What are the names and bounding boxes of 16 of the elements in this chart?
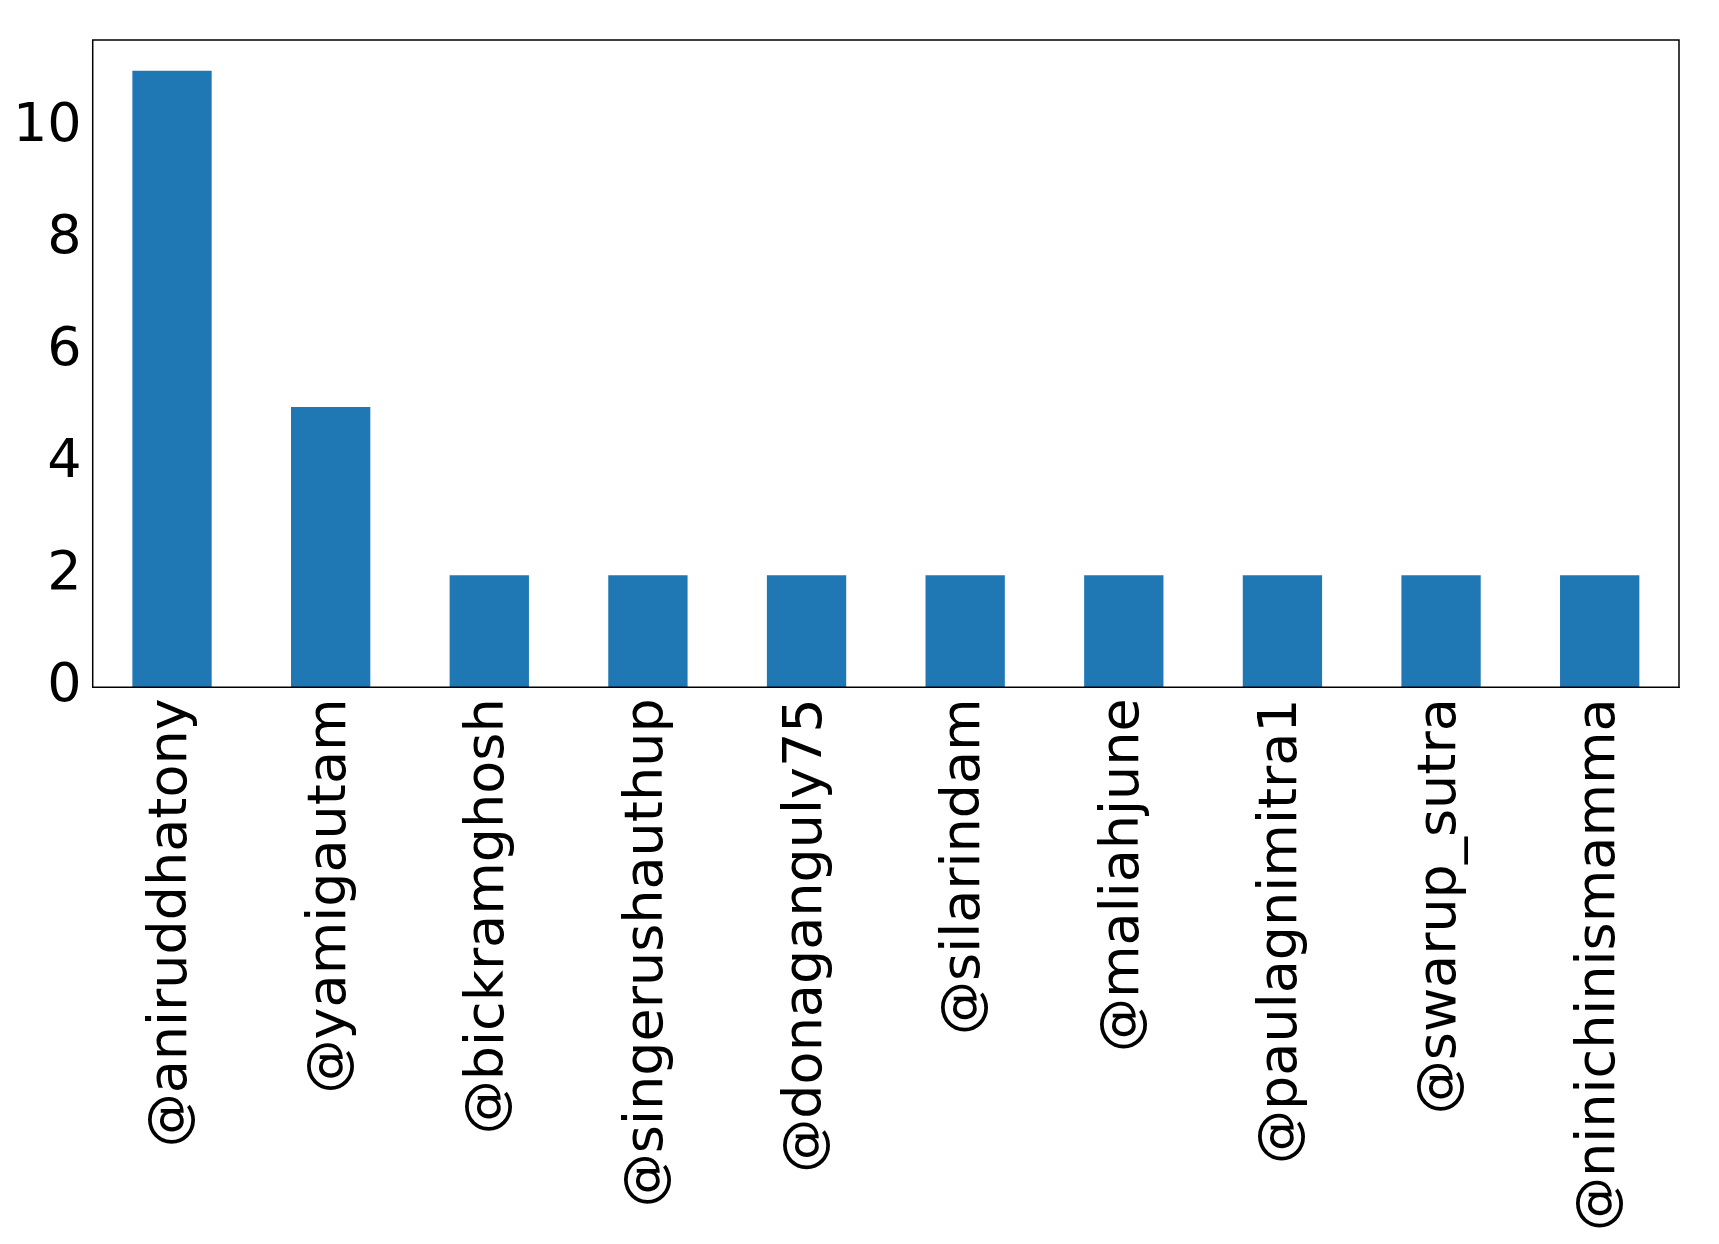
x-tick-label: @silarindam xyxy=(929,698,993,1035)
x-tick-label: @aniruddhatony xyxy=(136,698,200,1148)
y-tick-label: 0 xyxy=(47,651,82,715)
x-tick-label: @paulagnimitra1 xyxy=(1246,698,1310,1164)
y-tick-label: 6 xyxy=(47,315,82,379)
y-tick-label: 10 xyxy=(12,90,82,154)
x-tick-label: @maliahjune xyxy=(1087,698,1151,1052)
y-tick-label: 2 xyxy=(47,539,82,603)
y-tick-label: 4 xyxy=(47,427,82,491)
x-tick-label: @singerushauthup xyxy=(611,698,675,1208)
x-tick-label: @yamigautam xyxy=(294,698,358,1094)
x-tick-label: @donaganguly75 xyxy=(770,698,834,1173)
x-tick-label: @ninichinismamma xyxy=(1563,698,1627,1232)
x-tick-label: @swarup_sutra xyxy=(1405,698,1469,1115)
y-tick-label: 8 xyxy=(47,202,82,266)
x-tick-label: @bickramghosh xyxy=(453,698,517,1135)
